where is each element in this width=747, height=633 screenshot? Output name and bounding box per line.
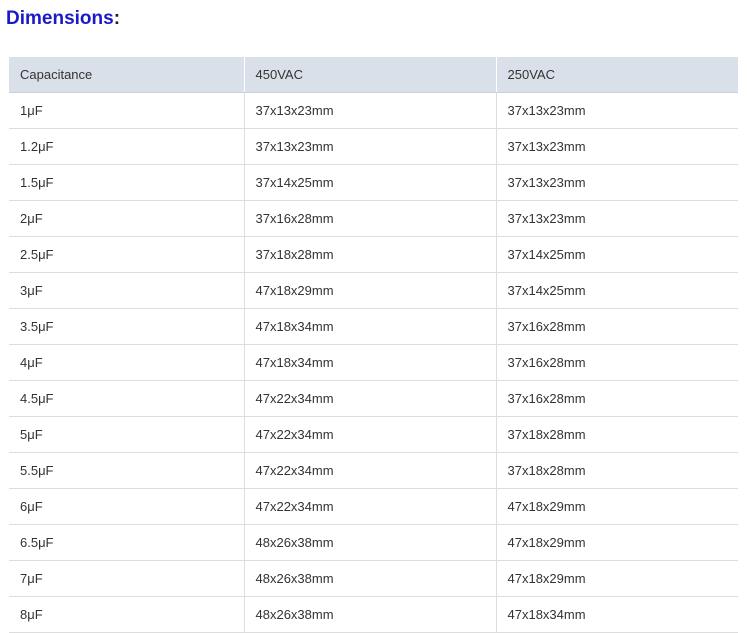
- table-row: 3.5μF 47x18x34mm 37x16x28mm: [9, 308, 738, 345]
- cell-capacitance: 5.5μF: [9, 452, 245, 489]
- cell-450vac: 48x26x38mm: [244, 524, 497, 561]
- cell-capacitance: 8μF: [9, 596, 245, 633]
- page-title: Dimensions:: [6, 7, 120, 31]
- page-root: Dimensions: Capacitance 450VAC 250VAC 1μ…: [6, 7, 738, 633]
- cell-250vac: 37x14x25mm: [496, 272, 738, 309]
- cell-capacitance: 6μF: [9, 488, 245, 525]
- cell-450vac: 47x22x34mm: [244, 416, 497, 453]
- table-row: 1.2μF 37x13x23mm 37x13x23mm: [9, 128, 738, 165]
- column-header-450vac: 450VAC: [244, 57, 497, 93]
- cell-250vac: 47x18x29mm: [496, 524, 738, 561]
- table-row: 5.5μF 47x22x34mm 37x18x28mm: [9, 452, 738, 489]
- column-header-capacitance: Capacitance: [9, 57, 245, 93]
- cell-capacitance: 4μF: [9, 344, 245, 381]
- table-row: 2.5μF 37x18x28mm 37x14x25mm: [9, 236, 738, 273]
- cell-450vac: 37x13x23mm: [244, 128, 497, 165]
- cell-250vac: 47x18x29mm: [496, 488, 738, 525]
- table-row: 1μF 37x13x23mm 37x13x23mm: [9, 92, 738, 129]
- cell-capacitance: 7μF: [9, 560, 245, 597]
- cell-250vac: 37x13x23mm: [496, 164, 738, 201]
- cell-capacitance: 2.5μF: [9, 236, 245, 273]
- cell-capacitance: 1μF: [9, 92, 245, 129]
- cell-450vac: 47x18x29mm: [244, 272, 497, 309]
- dimensions-table: Capacitance 450VAC 250VAC 1μF 37x13x23mm 3…: [9, 57, 738, 633]
- cell-capacitance: 3.5μF: [9, 308, 245, 345]
- cell-450vac: 47x22x34mm: [244, 488, 497, 525]
- table-row: 7μF 48x26x38mm 47x18x29mm: [9, 560, 738, 597]
- cell-250vac: 37x16x28mm: [496, 380, 738, 417]
- cell-450vac: 37x18x28mm: [244, 236, 497, 273]
- cell-250vac: 37x16x28mm: [496, 308, 738, 345]
- table-row: 1.5μF 37x14x25mm 37x13x23mm: [9, 164, 738, 201]
- cell-250vac: 37x13x23mm: [496, 200, 738, 237]
- table-row: 8μF 48x26x38mm 47x18x34mm: [9, 596, 738, 633]
- page-title-text: Dimensions: [6, 8, 114, 29]
- table-header: Capacitance 450VAC 250VAC: [9, 57, 738, 93]
- table-row: 4.5μF 47x22x34mm 37x16x28mm: [9, 380, 738, 417]
- cell-capacitance: 3μF: [9, 272, 245, 309]
- cell-450vac: 47x18x34mm: [244, 344, 497, 381]
- dimensions-table-container: Capacitance 450VAC 250VAC 1μF 37x13x23mm 3…: [9, 57, 738, 633]
- table-row: 6μF 47x22x34mm 47x18x29mm: [9, 488, 738, 525]
- column-header-250vac: 250VAC: [496, 57, 738, 93]
- cell-capacitance: 4.5μF: [9, 380, 245, 417]
- cell-250vac: 37x18x28mm: [496, 416, 738, 453]
- table-row: 3μF 47x18x29mm 37x14x25mm: [9, 272, 738, 309]
- table-row: 2μF 37x16x28mm 37x13x23mm: [9, 200, 738, 237]
- cell-450vac: 47x22x34mm: [244, 380, 497, 417]
- cell-450vac: 37x14x25mm: [244, 164, 497, 201]
- cell-450vac: 48x26x38mm: [244, 596, 497, 633]
- cell-250vac: 37x14x25mm: [496, 236, 738, 273]
- page-title-colon: :: [113, 8, 121, 29]
- cell-250vac: 37x13x23mm: [496, 92, 738, 129]
- cell-capacitance: 1.5μF: [9, 164, 245, 201]
- cell-capacitance: 6.5μF: [9, 524, 245, 561]
- cell-250vac: 37x16x28mm: [496, 344, 738, 381]
- cell-capacitance: 5μF: [9, 416, 245, 453]
- cell-capacitance: 2μF: [9, 200, 245, 237]
- cell-450vac: 47x18x34mm: [244, 308, 497, 345]
- table-body: 1μF 37x13x23mm 37x13x23mm 1.2μF 37x13x23mm 37…: [9, 92, 738, 633]
- cell-450vac: 37x16x28mm: [244, 200, 497, 237]
- table-row: 6.5μF 48x26x38mm 47x18x29mm: [9, 524, 738, 561]
- cell-capacitance: 1.2μF: [9, 128, 245, 165]
- table-header-row: Capacitance 450VAC 250VAC: [9, 57, 738, 93]
- cell-450vac: 37x13x23mm: [244, 92, 497, 129]
- cell-250vac: 37x18x28mm: [496, 452, 738, 489]
- cell-250vac: 47x18x34mm: [496, 596, 738, 633]
- table-row: 5μF 47x22x34mm 37x18x28mm: [9, 416, 738, 453]
- cell-250vac: 37x13x23mm: [496, 128, 738, 165]
- table-row: 4μF 47x18x34mm 37x16x28mm: [9, 344, 738, 381]
- cell-450vac: 47x22x34mm: [244, 452, 497, 489]
- cell-250vac: 47x18x29mm: [496, 560, 738, 597]
- cell-450vac: 48x26x38mm: [244, 560, 497, 597]
